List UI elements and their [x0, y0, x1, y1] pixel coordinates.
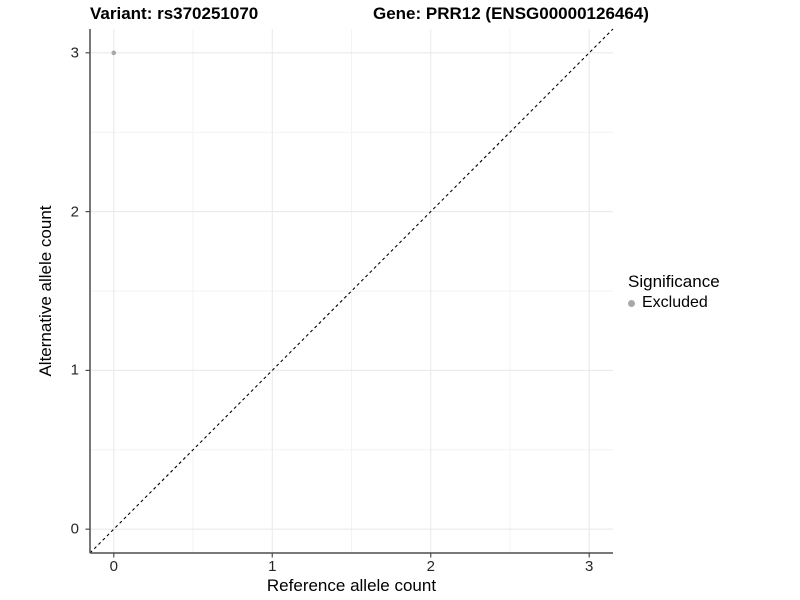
plot-title-variant: Variant: rs370251070 [90, 4, 259, 23]
plot-title-gene: Gene: PRR12 (ENSG00000126464) [373, 4, 649, 23]
legend-title: Significance [628, 272, 720, 291]
y-tick-label: 2 [70, 203, 79, 221]
x-tick-label: 0 [109, 558, 118, 575]
legend: Significance Excluded [628, 272, 720, 312]
x-axis-title: Reference allele count [266, 576, 437, 595]
y-tick-label: 1 [70, 361, 79, 379]
y-tick-label: 0 [70, 520, 79, 538]
y-axis-title: Alternative allele count [36, 205, 55, 377]
x-tick-label: 2 [426, 558, 435, 575]
legend-point-icon [628, 299, 635, 307]
x-tick-label: 3 [585, 558, 594, 575]
legend-item: Excluded [628, 294, 720, 312]
data-point [111, 50, 117, 56]
x-tick-label: 1 [268, 558, 277, 575]
y-tick-label: 3 [70, 44, 79, 62]
legend-item-label: Excluded [642, 294, 708, 311]
